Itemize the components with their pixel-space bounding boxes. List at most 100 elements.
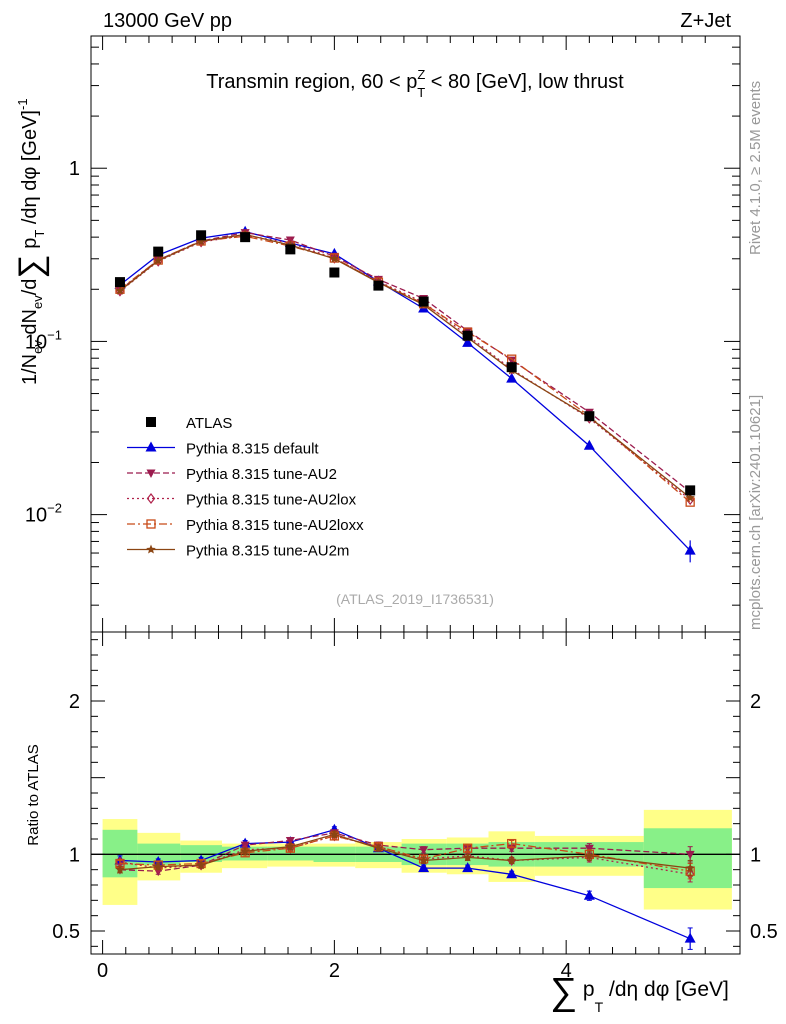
- legend-item: Pythia 8.315 tune-AU2: [127, 466, 337, 483]
- ratio-point: [285, 841, 296, 851]
- ratio-ytick-label-right: 2: [750, 691, 761, 713]
- header-right: Z+Jet: [680, 10, 731, 32]
- data-point: [462, 330, 473, 341]
- series-pythia-8-315-default: [114, 225, 696, 563]
- analysis-watermark: (ATLAS_2019_I1736531): [336, 591, 494, 607]
- data-point: [684, 544, 696, 555]
- ratio-axis-ticks: [91, 632, 740, 954]
- ratio-point: [418, 862, 430, 873]
- main-panel: 1 10−1 10−2 Transmin region, 60 < pZ T < 80…: [12, 35, 741, 633]
- ratio-point: [685, 863, 695, 873]
- data-point: [506, 362, 517, 373]
- data-point: [114, 277, 125, 288]
- ratio-point: [240, 846, 250, 856]
- data-point: [507, 356, 517, 366]
- ratio-ylabel: Ratio to ATLAS: [25, 744, 42, 845]
- ratio-ytick-label-left: 1: [69, 844, 80, 866]
- data-point: [373, 280, 384, 291]
- data-point: [462, 336, 474, 347]
- data-point: [506, 372, 518, 383]
- legend-label: Pythia 8.315 default: [186, 441, 319, 458]
- ratio-ytick-label-right: 1: [750, 844, 761, 866]
- series-line: [119, 233, 691, 499]
- ratio-point: [507, 838, 517, 849]
- ratio-series-pythia-8-315-tune-au2m: [115, 829, 695, 877]
- ratio-point: [115, 864, 125, 874]
- legend-label: ATLAS: [186, 415, 232, 432]
- rivet-version-label: Rivet 4.1.0, ≥ 2.5M events: [747, 81, 764, 255]
- ratio-ytick-label-left: 2: [69, 691, 80, 713]
- ratio-point: [506, 855, 517, 865]
- main-ytick-labels: 1 10−1 10−2: [25, 158, 80, 526]
- legend-item: ATLAS: [146, 415, 232, 432]
- legend-marker: [146, 493, 156, 504]
- data-point: [153, 246, 164, 257]
- data-point: [196, 230, 207, 241]
- legend-label: Pythia 8.315 tune-AU2loxx: [186, 517, 364, 534]
- ratio-point: [584, 850, 595, 860]
- ratio-ytick-label-left: 0.5: [52, 921, 80, 943]
- series-pythia-8-315-tune-au2lox: [115, 229, 695, 506]
- xtick-label: 0: [97, 960, 108, 982]
- ratio-line: [119, 832, 691, 872]
- legend-marker: [146, 544, 156, 554]
- ratio-point: [285, 837, 295, 846]
- legend-item: Pythia 8.315 default: [127, 441, 319, 458]
- ratio-point: [419, 846, 429, 855]
- legend-item: Pythia 8.315 tune-AU2m: [127, 543, 349, 560]
- main-data-layer: [114, 225, 696, 563]
- ratio-point: [584, 844, 594, 854]
- legend-item: Pythia 8.315 tune-AU2lox: [127, 492, 357, 509]
- legend-item: Pythia 8.315 tune-AU2loxx: [127, 517, 364, 534]
- xtick-label: 4: [561, 960, 572, 982]
- legend-marker: [145, 441, 157, 452]
- ratio-panel: 0.5 0.5 1 1 2 2 0 2 4 Ratio to ATLAS ∑ pT /dη dφ…: [25, 631, 778, 1015]
- data-point: [153, 255, 163, 265]
- ratio-point: [196, 860, 206, 870]
- ratio-point: [462, 862, 474, 873]
- series-line: [119, 234, 691, 501]
- ratio-uncertainty-bands: [91, 809, 740, 910]
- mcplots-label: mcplots.cern.ch [arXiv:2401.10621]: [747, 395, 764, 630]
- ratio-data-layer: [114, 823, 696, 950]
- main-axis-ticks: [91, 36, 740, 632]
- data-point: [685, 485, 696, 496]
- ratio-tick-labels: 0.5 0.5 1 1 2 2 0 2 4: [52, 691, 778, 982]
- data-point: [329, 253, 340, 263]
- data-point: [685, 492, 695, 502]
- ratio-line: [119, 833, 691, 871]
- series-pythia-8-315-tune-au2m: [115, 229, 695, 502]
- data-point: [285, 244, 296, 255]
- header-left: 13000 GeV pp: [103, 10, 232, 32]
- ratio-point: [463, 843, 473, 853]
- legend-marker: [146, 417, 156, 427]
- x-axis-label: ∑ pT /dη dφ [GeV]: [550, 971, 729, 1015]
- legend-marker: [146, 519, 156, 529]
- data-point: [584, 411, 595, 422]
- data-point: [240, 232, 251, 243]
- ratio-frame: [90, 631, 741, 955]
- legend: ATLAS Pythia 8.315 default Pythia 8.315 tu…: [127, 415, 364, 560]
- ratio-point: [462, 852, 473, 862]
- ratio-point: [373, 843, 384, 853]
- legend-marker: [146, 469, 156, 478]
- band-green: [643, 828, 732, 889]
- ratio-point: [418, 855, 429, 865]
- legend-label: Pythia 8.315 tune-AU2m: [186, 543, 349, 560]
- legend-label: Pythia 8.315 tune-AU2: [186, 466, 337, 483]
- main-ytick-label: 10−2: [25, 501, 62, 527]
- band-green: [180, 845, 222, 862]
- data-point: [418, 296, 429, 307]
- ratio-point: [583, 889, 595, 900]
- legend-label: Pythia 8.315 tune-AU2lox: [186, 492, 357, 509]
- ratio-ytick-label-right: 0.5: [750, 921, 778, 943]
- main-ytick-label: 10−1: [25, 327, 62, 353]
- series-atlas: [114, 230, 696, 496]
- data-point: [196, 236, 206, 246]
- ratio-point: [685, 850, 695, 860]
- ratio-point: [684, 932, 696, 943]
- ratio-point: [506, 868, 518, 879]
- data-point: [115, 285, 125, 295]
- ratio-point: [329, 829, 340, 839]
